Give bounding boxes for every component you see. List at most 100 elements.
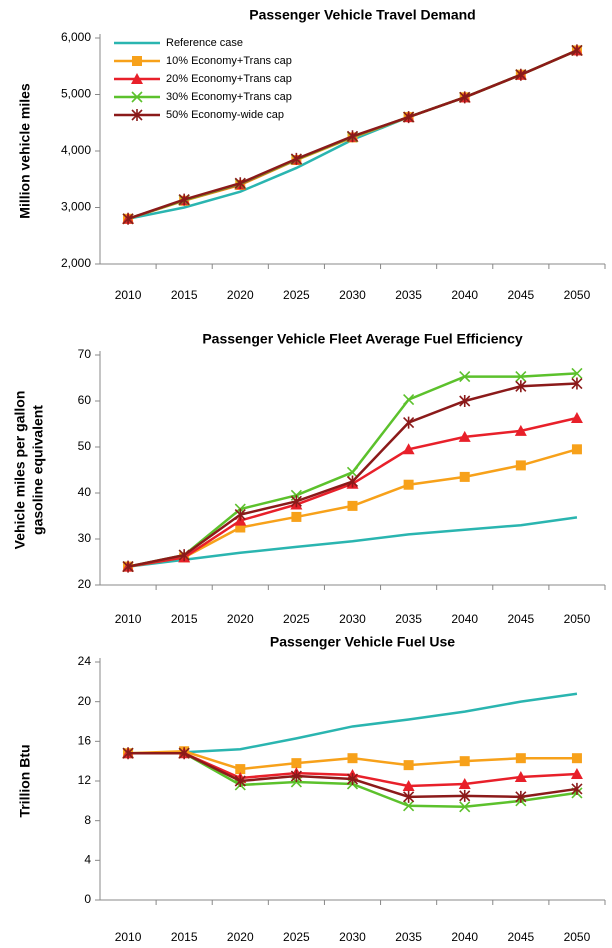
marker xyxy=(346,466,359,478)
marker xyxy=(347,500,358,511)
y-tick-label: 2,000 xyxy=(61,256,91,270)
legend-label: Reference case xyxy=(166,37,243,49)
marker xyxy=(571,377,583,390)
marker xyxy=(459,756,470,767)
x-tick-label: 2010 xyxy=(115,612,142,626)
marker xyxy=(234,775,246,787)
marker xyxy=(346,773,359,786)
marker xyxy=(515,460,526,471)
y-axis-label: Trillion Btu xyxy=(17,744,33,817)
marker xyxy=(178,549,190,562)
marker xyxy=(403,479,414,490)
marker xyxy=(458,777,471,789)
y-tick-label: 50 xyxy=(78,439,92,453)
series-line xyxy=(127,382,578,568)
marker xyxy=(459,471,470,482)
x-tick-label: 2030 xyxy=(339,288,366,302)
marker xyxy=(290,770,302,783)
marker xyxy=(515,68,527,81)
x-tick-label: 2035 xyxy=(395,930,422,944)
x-tick-label: 2040 xyxy=(451,288,478,302)
marker xyxy=(402,443,415,455)
y-tick-label: 20 xyxy=(78,694,92,708)
y-tick-label: 16 xyxy=(78,734,92,748)
y-tick-label: 4 xyxy=(84,853,91,867)
y-axis-label: gasoline equivalent xyxy=(30,405,46,535)
y-tick-label: 40 xyxy=(78,485,92,499)
y-tick-label: 20 xyxy=(78,577,92,591)
marker xyxy=(571,753,582,764)
marker xyxy=(122,747,134,760)
x-tick-label: 2025 xyxy=(283,288,310,302)
marker xyxy=(514,771,527,783)
x-tick-label: 2015 xyxy=(171,612,198,626)
x-tick-label: 2035 xyxy=(395,288,422,302)
marker xyxy=(178,747,190,760)
marker xyxy=(459,371,471,383)
series-line xyxy=(128,692,578,755)
legend-marker xyxy=(131,91,143,103)
y-axis-label: Vehicle miles per gallon xyxy=(12,391,28,550)
marker xyxy=(403,800,415,812)
marker xyxy=(515,753,526,764)
legend-label: 10% Economy+Trans cap xyxy=(166,55,292,67)
marker xyxy=(291,511,302,522)
marker xyxy=(570,768,583,780)
marker xyxy=(515,371,527,383)
marker xyxy=(459,801,471,813)
x-tick-label: 2040 xyxy=(451,930,478,944)
legend-label: 50% Economy-wide cap xyxy=(166,109,284,121)
marker xyxy=(403,111,415,124)
x-tick-label: 2050 xyxy=(564,612,591,626)
marker xyxy=(234,177,246,190)
marker xyxy=(515,380,527,393)
y-tick-label: 5,000 xyxy=(61,87,91,101)
x-tick-label: 2050 xyxy=(564,930,591,944)
marker xyxy=(403,760,414,771)
x-tick-label: 2020 xyxy=(227,288,254,302)
legend-marker xyxy=(131,73,143,84)
series-line xyxy=(127,372,578,568)
x-tick-label: 2015 xyxy=(171,930,198,944)
x-tick-label: 2035 xyxy=(395,612,422,626)
marker xyxy=(571,782,583,795)
legend-marker xyxy=(132,56,142,66)
marker xyxy=(235,764,246,775)
x-tick-label: 2010 xyxy=(115,288,142,302)
marker xyxy=(290,152,302,165)
x-tick-label: 2040 xyxy=(451,612,478,626)
marker xyxy=(403,790,415,803)
marker xyxy=(514,424,527,436)
legend-marker xyxy=(131,109,143,121)
y-tick-label: 6,000 xyxy=(61,30,91,44)
marker xyxy=(403,416,415,429)
marker xyxy=(459,395,471,407)
marker xyxy=(458,430,471,442)
y-tick-label: 3,000 xyxy=(61,200,91,214)
x-tick-label: 2050 xyxy=(564,288,591,302)
marker xyxy=(234,508,246,521)
legend-label: 30% Economy+Trans cap xyxy=(166,91,292,103)
chart-title: Passenger Vehicle Travel Demand xyxy=(249,7,475,23)
x-tick-label: 2020 xyxy=(227,612,254,626)
marker xyxy=(403,394,415,406)
x-tick-label: 2045 xyxy=(507,288,534,302)
marker xyxy=(291,758,302,769)
series-line xyxy=(127,516,578,568)
y-tick-label: 12 xyxy=(78,773,92,787)
marker xyxy=(570,412,583,424)
marker xyxy=(122,560,134,573)
marker xyxy=(459,91,471,104)
marker xyxy=(290,495,302,508)
marker xyxy=(402,779,415,791)
marker xyxy=(571,444,582,455)
y-tick-label: 30 xyxy=(78,531,92,545)
y-axis-label: Million vehicle miles xyxy=(17,83,33,219)
marker xyxy=(571,44,583,57)
marker xyxy=(571,367,583,379)
x-tick-label: 2020 xyxy=(227,930,254,944)
y-tick-label: 24 xyxy=(78,654,92,668)
marker xyxy=(235,522,246,533)
y-tick-label: 70 xyxy=(78,347,92,361)
x-tick-label: 2030 xyxy=(339,930,366,944)
